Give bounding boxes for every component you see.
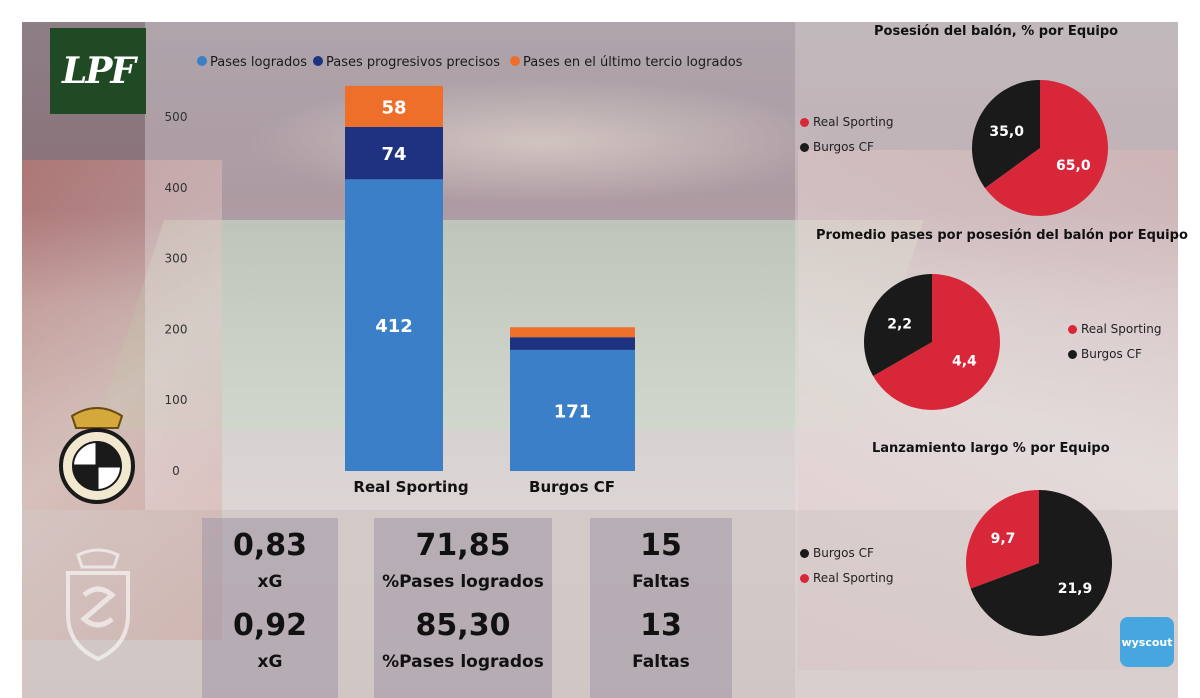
- pie-slice: [984, 80, 1108, 217]
- bar-segment: [345, 85, 443, 127]
- bar-segment: [510, 337, 635, 350]
- y-tick-label: 500: [165, 110, 188, 124]
- bar-segment: [345, 126, 443, 180]
- pie-value-label: 4,4: [952, 354, 977, 370]
- fouls-value-top: 15: [640, 528, 682, 563]
- pie-value-label: 2,2: [887, 316, 912, 332]
- pie-slice: [970, 490, 1112, 636]
- legend-swatch-pases-progresivos: [313, 56, 323, 66]
- pie-value-label: 9,7: [991, 531, 1016, 547]
- x-axis: Real Sporting Burgos CF: [353, 478, 615, 496]
- pie2-title: Promedio pases por posesión del balón po…: [816, 228, 1188, 243]
- legend-dot-icon: [800, 118, 809, 127]
- possession-pie: 65,0 35,0: [972, 80, 1108, 217]
- legend-dot-icon: [800, 549, 809, 558]
- fouls-label-top: Faltas: [632, 572, 690, 592]
- bar-value-label: 74: [381, 144, 406, 165]
- bar-chart-panel: [145, 22, 795, 510]
- y-axis: 0 100 200 300 400 500: [165, 110, 188, 478]
- y-tick-label: 200: [165, 322, 188, 336]
- legend-dot-icon: [1068, 350, 1077, 359]
- legend-swatch-ultimo-tercio: [510, 56, 520, 66]
- y-tick-label: 400: [165, 181, 188, 195]
- y-tick-label: 100: [165, 393, 188, 407]
- legend-label-ultimo-tercio: Pases en el último tercio logrados: [523, 55, 743, 70]
- category-label-real-sporting: Real Sporting: [353, 478, 468, 496]
- fouls-stat-box: [590, 518, 732, 698]
- lpf-logo: LPF: [50, 28, 146, 114]
- bar-segment: [510, 327, 635, 338]
- burgos-crest-icon: [59, 407, 135, 504]
- pie3-legend-real-sporting: Real Sporting: [800, 571, 893, 585]
- xg-stat-box: [202, 518, 338, 698]
- xg-value-top: 0,83: [232, 528, 308, 563]
- pie-value-label: 35,0: [989, 124, 1024, 140]
- legend-dot-icon: [1068, 325, 1077, 334]
- y-tick-label: 0: [172, 464, 180, 478]
- passes-per-possession-pie: 4,4 2,2: [864, 274, 1000, 410]
- category-label-burgos: Burgos CF: [529, 478, 615, 496]
- legend-dot-icon: [800, 574, 809, 583]
- pie1-legend-real-sporting: Real Sporting: [800, 115, 893, 129]
- pie-value-label: 65,0: [1056, 158, 1091, 174]
- xg-value-bottom: 0,92: [232, 608, 308, 643]
- legend-swatch-pases-logrados: [197, 56, 207, 66]
- xg-label-bottom: xG: [257, 652, 283, 672]
- pie1-title: Posesión del balón, % por Equipo: [874, 24, 1119, 39]
- bar-legend: Pases logrados Pases progresivos preciso…: [197, 55, 743, 70]
- pie-slice: [966, 490, 1039, 589]
- sporting-crest-icon: [66, 548, 130, 662]
- fouls-label-bottom: Faltas: [632, 652, 690, 672]
- pie-slice: [864, 274, 932, 376]
- bar-segment: [510, 349, 635, 471]
- fouls-value-bottom: 13: [640, 608, 682, 643]
- pass-pct-label-bottom: %Pases logrados: [382, 652, 544, 672]
- bar-segment: [345, 179, 443, 471]
- long-balls-pie: 21,9 9,7: [966, 490, 1112, 636]
- wyscout-logo: wyscout: [1120, 617, 1174, 667]
- bar-value-label: 58: [381, 97, 406, 118]
- pie-slice: [873, 274, 1000, 410]
- pie3-title: Lanzamiento largo % por Equipo: [872, 441, 1110, 456]
- pass-pct-stat-box: [374, 518, 552, 698]
- pass-pct-value-bottom: 85,30: [415, 608, 511, 643]
- pie1-legend-burgos: Burgos CF: [800, 140, 874, 154]
- pass-pct-value-top: 71,85: [415, 528, 511, 563]
- pass-pct-label-top: %Pases logrados: [382, 572, 544, 592]
- pie2-legend-real-sporting: Real Sporting: [1068, 322, 1161, 336]
- pie-slice: [972, 80, 1040, 188]
- y-tick-label: 300: [165, 252, 188, 266]
- bar-value-label: 171: [554, 401, 592, 422]
- legend-dot-icon: [800, 143, 809, 152]
- pie2-legend-burgos: Burgos CF: [1068, 347, 1142, 361]
- legend-label-pases-progresivos: Pases progresivos precisos: [326, 55, 500, 70]
- bars: 412 74 58 171: [345, 85, 635, 471]
- pie-value-label: 21,9: [1058, 581, 1093, 597]
- pie3-legend-burgos: Burgos CF: [800, 546, 874, 560]
- stacked-bar-chart: Pases logrados Pases progresivos preciso…: [165, 55, 743, 496]
- bar-value-label: 412: [375, 316, 413, 337]
- legend-label-pases-logrados: Pases logrados: [210, 55, 307, 70]
- xg-label-top: xG: [257, 572, 283, 592]
